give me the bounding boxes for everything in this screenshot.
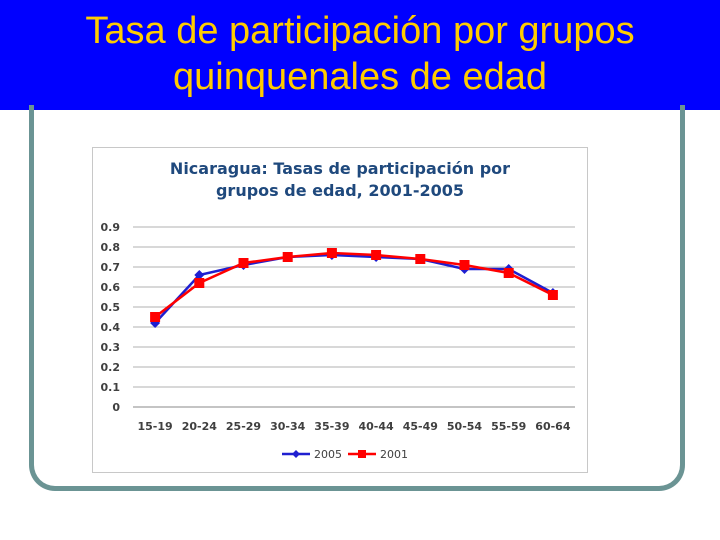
chart-area bbox=[92, 147, 588, 473]
slide-title: Tasa de participación por grupos quinque… bbox=[0, 8, 720, 100]
y-tick-label: 0.5 bbox=[101, 301, 121, 314]
data-point-2001 bbox=[238, 258, 249, 268]
legend-marker-2005 bbox=[292, 450, 300, 458]
data-point-2001 bbox=[282, 252, 293, 262]
chart-title-line1: Nicaragua: Tasas de participación por bbox=[169, 159, 511, 178]
slide-title-line2: quinquenales de edad bbox=[172, 56, 547, 98]
y-tick-label: 0.2 bbox=[101, 361, 121, 374]
legend-marker-2001 bbox=[358, 450, 366, 458]
x-tick-label: 15-19 bbox=[138, 420, 173, 433]
y-tick-label: 0.1 bbox=[101, 381, 121, 394]
x-tick-label: 20-24 bbox=[182, 420, 218, 433]
x-tick-label: 35-39 bbox=[314, 420, 349, 433]
slide-frame bbox=[29, 105, 685, 491]
title-bar bbox=[0, 0, 720, 110]
x-tick-label: 25-29 bbox=[226, 420, 261, 433]
data-point-2001 bbox=[459, 260, 470, 270]
y-tick-label: 0.8 bbox=[101, 241, 121, 254]
data-point-2001 bbox=[371, 250, 382, 260]
x-tick-label: 30-34 bbox=[270, 420, 306, 433]
data-point-2001 bbox=[326, 248, 337, 258]
legend-label-2005: 2005 bbox=[314, 448, 342, 461]
data-point-2001 bbox=[150, 312, 161, 322]
chart-title-line2: grupos de edad, 2001-2005 bbox=[215, 181, 465, 200]
y-tick-label: 0.4 bbox=[101, 321, 121, 334]
data-point-2001 bbox=[415, 254, 426, 264]
legend-label-2001: 2001 bbox=[380, 448, 408, 461]
data-point-2001 bbox=[547, 290, 558, 300]
slide-title-line1: Tasa de participación por grupos bbox=[85, 10, 635, 52]
x-tick-label: 60-64 bbox=[535, 420, 571, 433]
y-tick-label: 0.3 bbox=[101, 341, 121, 354]
chart-title: Nicaragua: Tasas de participación por gr… bbox=[92, 158, 588, 202]
x-tick-label: 40-44 bbox=[359, 420, 395, 433]
y-tick-label: 0.6 bbox=[101, 281, 121, 294]
data-point-2001 bbox=[503, 268, 514, 278]
y-tick-label: 0.7 bbox=[101, 261, 121, 274]
data-point-2001 bbox=[194, 278, 205, 288]
series-line-2001 bbox=[154, 251, 554, 318]
data-point-2005 bbox=[194, 270, 205, 280]
series-line-2005 bbox=[154, 253, 554, 324]
x-tick-label: 50-54 bbox=[447, 420, 483, 433]
x-tick-label: 55-59 bbox=[491, 420, 526, 433]
y-tick-label: 0 bbox=[112, 401, 120, 414]
x-tick-label: 45-49 bbox=[403, 420, 438, 433]
y-tick-label: 0.9 bbox=[101, 221, 121, 234]
